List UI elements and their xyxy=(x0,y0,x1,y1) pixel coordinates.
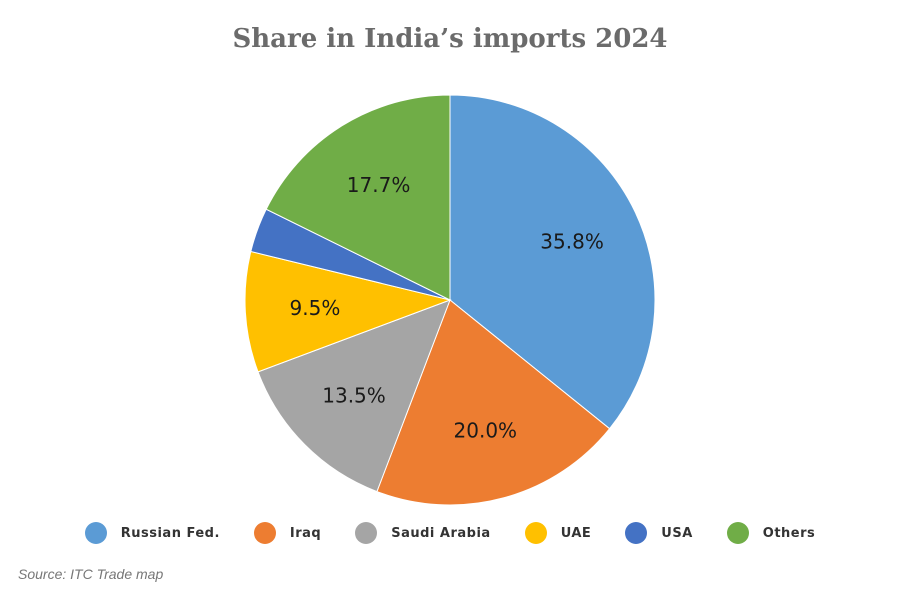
data-label-uae: 9.5% xyxy=(290,296,341,320)
pie-slice-uae xyxy=(244,250,452,373)
legend-item-russian-fed: Russian Fed. xyxy=(84,522,220,544)
pie-slice-saudi-arabia xyxy=(257,299,451,493)
legend-label: USA xyxy=(661,525,693,541)
data-label-saudi-arabia: 13.5% xyxy=(322,383,386,407)
source-note: Source: ITC Trade map xyxy=(18,566,164,582)
pie-chart: 35.8% 20.0% 13.5% 9.5% 17.7% xyxy=(244,94,656,506)
legend-item-others: Others xyxy=(726,522,816,544)
legend-label: Others xyxy=(762,525,816,541)
chart-title: Share in India’s imports 2024 xyxy=(232,24,668,54)
legend-marker xyxy=(253,522,276,544)
legend-label: Russian Fed. xyxy=(120,525,220,541)
legend-marker xyxy=(726,522,749,544)
legend-item-uae: UAE xyxy=(524,522,592,544)
pie-slice-others xyxy=(265,94,451,301)
legend-marker xyxy=(524,522,547,544)
pie-slice-russian-fed xyxy=(449,94,656,430)
data-label-russian-fed: 35.8% xyxy=(540,230,604,254)
legend-item-usa: USA xyxy=(625,522,692,544)
data-label-iraq: 20.0% xyxy=(454,419,518,443)
pie-slices xyxy=(244,94,656,506)
legend-item-iraq: Iraq xyxy=(253,522,322,544)
legend-label: UAE xyxy=(560,525,592,541)
legend-item-saudi-arabia: Saudi Arabia xyxy=(355,522,490,544)
legend-marker xyxy=(625,522,648,544)
data-label-others: 17.7% xyxy=(347,173,411,197)
legend-label: Iraq xyxy=(289,525,322,541)
legend-marker xyxy=(84,522,107,544)
chart-legend: Russian Fed. Iraq Saudi Arabia UAE USA Others xyxy=(0,522,900,544)
pie-slice-iraq xyxy=(376,299,611,506)
legend-label: Saudi Arabia xyxy=(391,525,491,541)
legend-marker xyxy=(355,522,378,544)
pie-labels: 35.8% 20.0% 13.5% 9.5% 17.7% xyxy=(290,173,604,443)
